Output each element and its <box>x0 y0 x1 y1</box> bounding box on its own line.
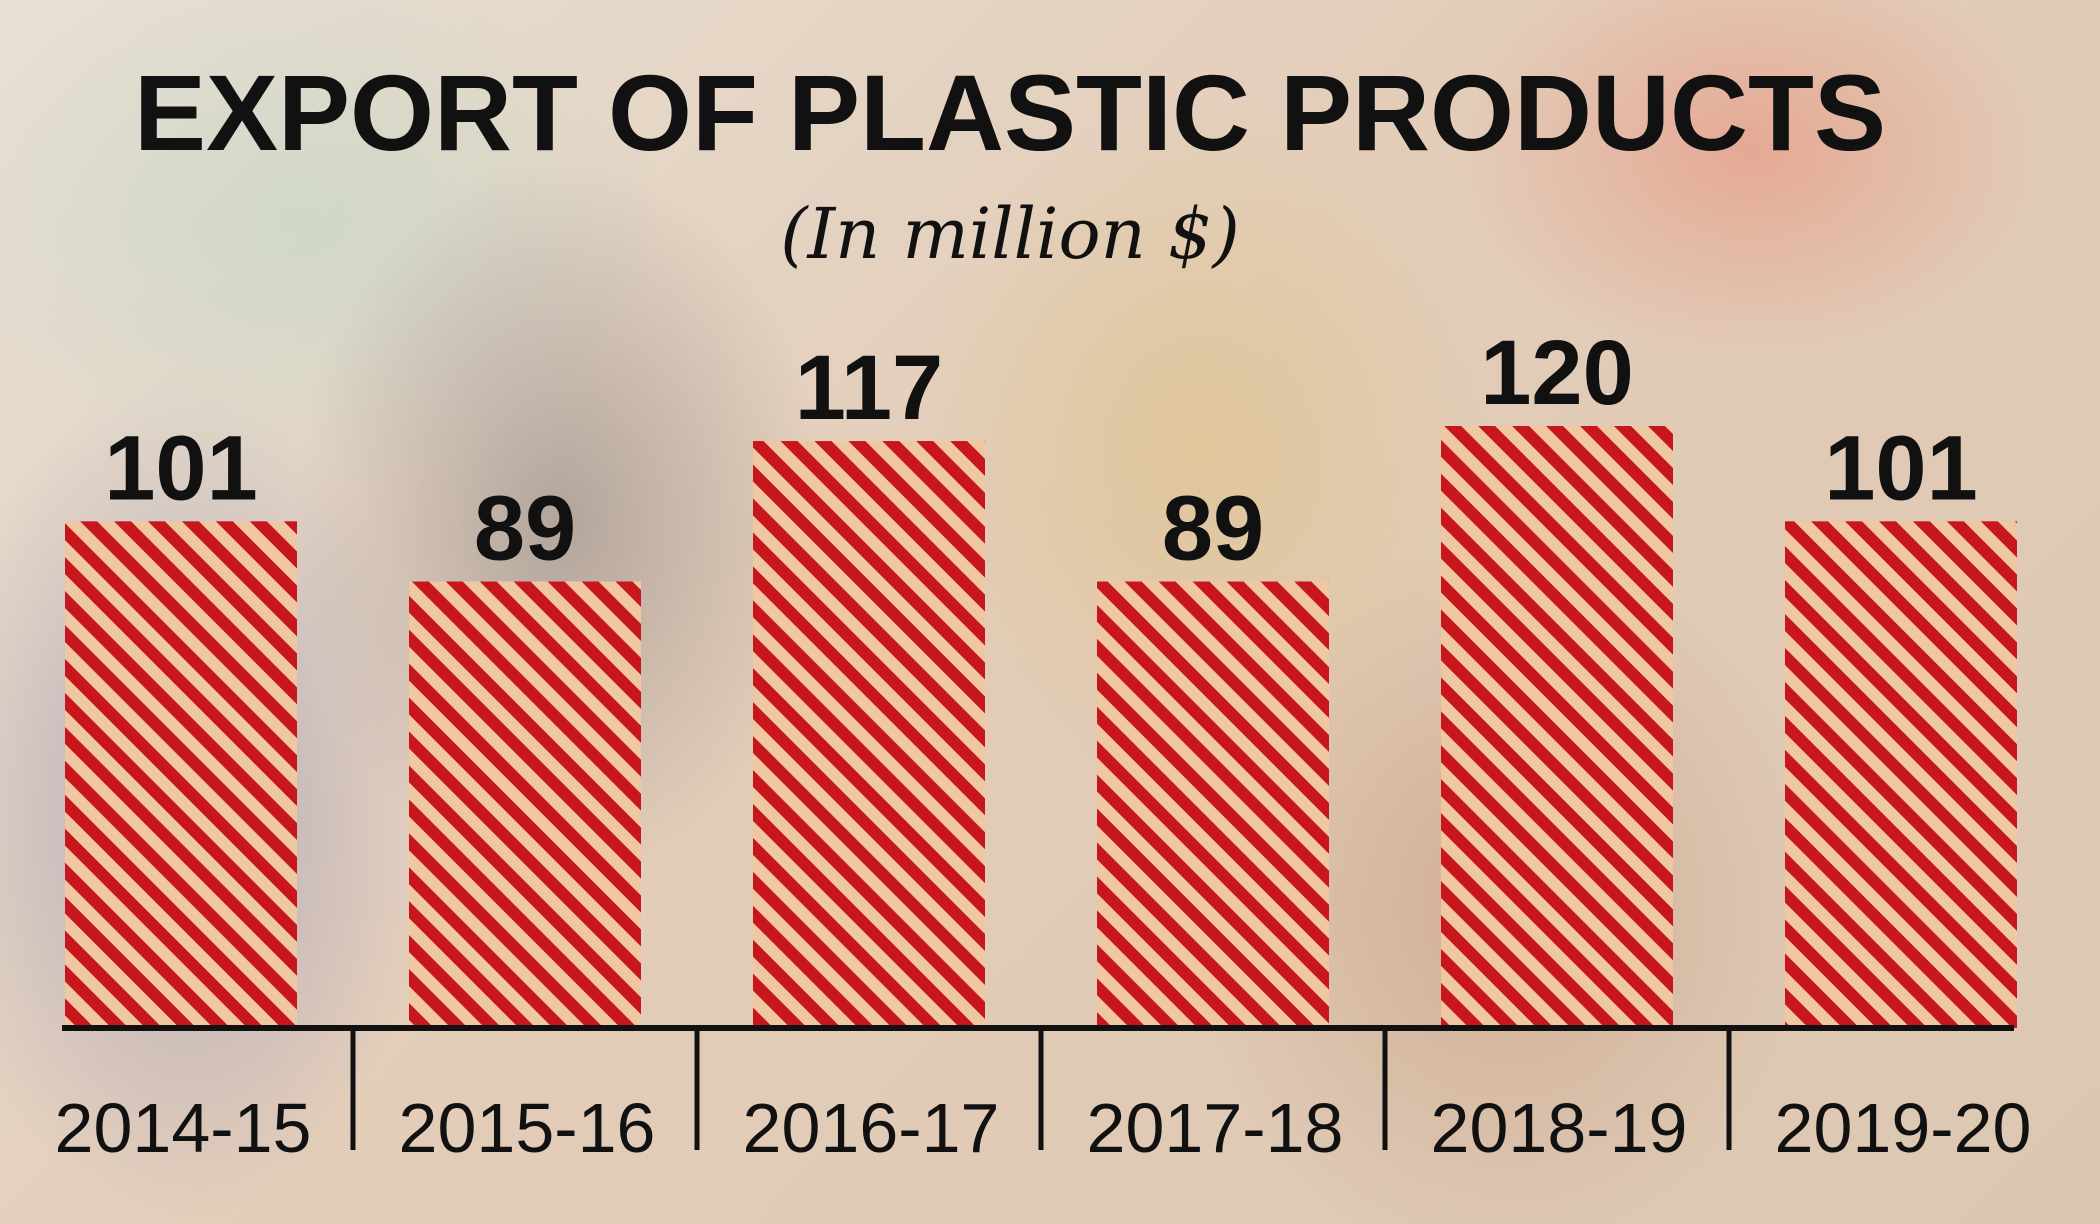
x-tick-label-2019-20: 2019-20 <box>1775 1089 2032 1167</box>
bar-2018-19 <box>1441 426 1673 1028</box>
x-tick-label-group: 2014-15 2015-16 2016-17 2017-18 2018-19 2019-… <box>55 1089 2032 1167</box>
x-tick-label-2014-15: 2014-15 <box>55 1089 312 1167</box>
x-axis <box>62 1025 2014 1150</box>
bar-group <box>65 426 2017 1028</box>
x-tick-label-2015-16: 2015-16 <box>399 1089 656 1167</box>
bar-2017-18 <box>1097 581 1329 1028</box>
bar-2015-16 <box>409 581 641 1028</box>
bar-2016-17 <box>753 441 985 1028</box>
x-tick-label-2018-19: 2018-19 <box>1431 1089 1688 1167</box>
bar-2014-15 <box>65 521 297 1028</box>
value-label-group: 101 89 117 89 120 101 <box>104 322 1978 580</box>
bar-2019-20 <box>1785 521 2017 1028</box>
value-label-2015-16: 89 <box>474 478 576 580</box>
value-label-2019-20: 101 <box>1824 417 1978 519</box>
value-label-2018-19: 120 <box>1480 322 1634 424</box>
value-label-2016-17: 117 <box>795 337 943 439</box>
x-tick-label-2016-17: 2016-17 <box>743 1089 1000 1167</box>
value-label-2014-15: 101 <box>104 417 258 519</box>
x-tick-label-2017-18: 2017-18 <box>1087 1089 1344 1167</box>
chart-title: EXPORT OF PLASTIC PRODUCTS <box>134 52 1886 173</box>
value-label-2017-18: 89 <box>1162 478 1264 580</box>
chart-subtitle: (In million $) <box>780 193 1240 275</box>
